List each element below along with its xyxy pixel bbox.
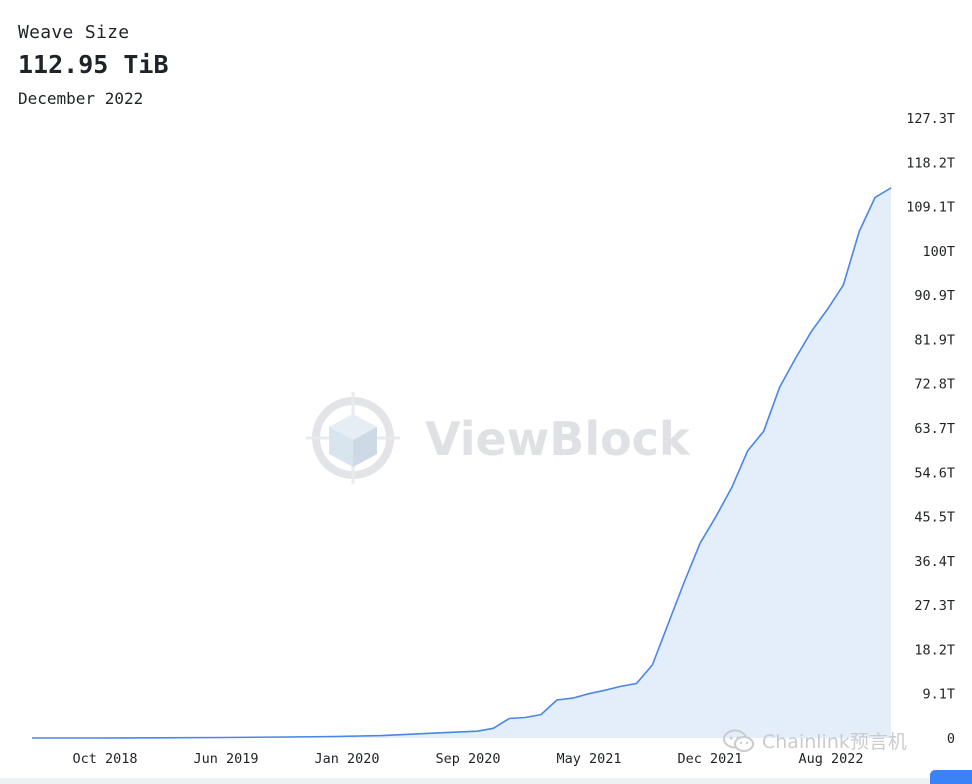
y-tick-label: 36.4T <box>914 554 955 570</box>
y-tick-label: 45.5T <box>914 510 955 526</box>
y-tick-label: 27.3T <box>914 598 955 614</box>
y-tick-label: 18.2T <box>914 642 955 658</box>
x-tick-label: Sep 2020 <box>435 751 500 767</box>
watermark: ViewBlock <box>306 392 691 484</box>
x-tick-label: Oct 2018 <box>72 751 137 767</box>
plot-area <box>32 187 892 739</box>
x-tick-label: Dec 2021 <box>677 751 742 767</box>
footer-strip <box>0 778 972 784</box>
y-tick-label: 81.9T <box>914 332 955 348</box>
metric-value: 112.95 TiB <box>18 50 169 79</box>
metric-label: Weave Size <box>18 22 130 43</box>
credit-text: Chainlink预言机 <box>762 731 907 753</box>
y-axis: 0 9.1T 18.2T 27.3T 36.4T 45.5T 54.6T 63.7T 72.8T… <box>906 111 955 747</box>
wechat-icon <box>723 729 754 752</box>
viewblock-cube-logo <box>306 392 400 484</box>
y-tick-label: 90.9T <box>914 288 955 304</box>
series-area <box>32 187 891 738</box>
y-tick-label: 54.6T <box>914 465 955 481</box>
y-tick-label: 100T <box>922 244 955 260</box>
y-tick-label: 109.1T <box>906 200 955 216</box>
metric-date: December 2022 <box>18 89 144 108</box>
credit-watermark: Chainlink预言机 <box>722 727 907 754</box>
y-tick-label: 118.2T <box>906 155 955 171</box>
series-line <box>32 187 892 739</box>
y-tick-label: 72.8T <box>914 377 955 393</box>
y-tick-label: 127.3T <box>906 111 955 127</box>
y-tick-label: 0 <box>947 731 955 747</box>
x-tick-label: Jan 2020 <box>314 751 379 767</box>
corner-action-button[interactable] <box>930 770 972 784</box>
watermark-text: ViewBlock <box>425 412 691 466</box>
x-tick-label: Jun 2019 <box>193 751 258 767</box>
x-tick-label: Aug 2022 <box>798 751 863 767</box>
x-tick-label: May 2021 <box>556 751 621 767</box>
y-tick-label: 63.7T <box>914 421 955 437</box>
x-axis: Oct 2018 Jun 2019 Jan 2020 Sep 2020 May 2021… <box>72 751 863 767</box>
y-tick-label: 9.1T <box>922 687 955 703</box>
